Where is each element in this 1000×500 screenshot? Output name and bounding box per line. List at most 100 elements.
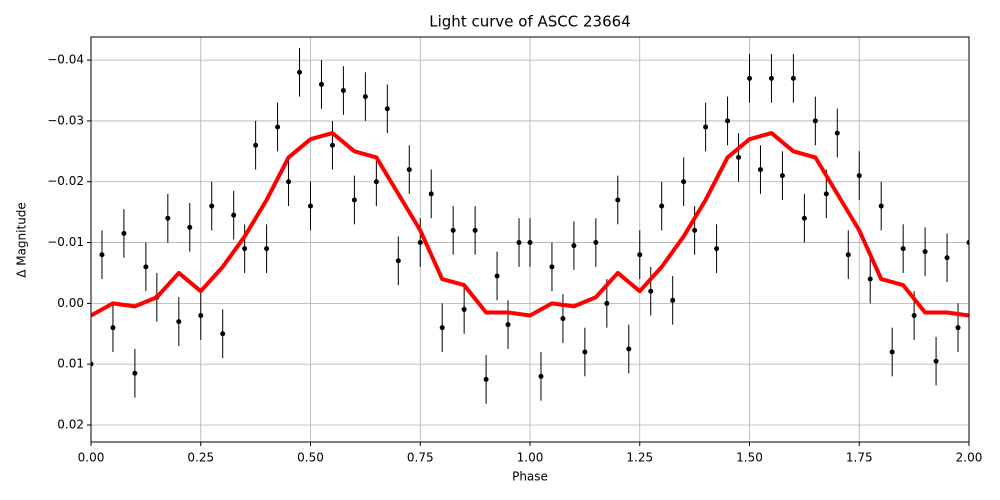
- data-point: [132, 370, 138, 376]
- data-point: [944, 255, 950, 261]
- data-point: [527, 240, 533, 246]
- data-point: [231, 212, 237, 218]
- x-tick-label: 0.50: [297, 451, 324, 465]
- y-axis-label: Δ Magnitude: [15, 202, 29, 278]
- data-point: [604, 300, 610, 306]
- data-point: [801, 215, 807, 221]
- data-point: [275, 124, 281, 130]
- data-point: [889, 349, 895, 355]
- y-tick-label: 0.02: [57, 417, 84, 431]
- x-tick-label: 1.00: [517, 451, 544, 465]
- data-point: [417, 240, 423, 246]
- data-point: [900, 246, 906, 252]
- data-point: [911, 313, 917, 319]
- data-point: [812, 118, 818, 124]
- data-point: [297, 69, 303, 75]
- data-point: [922, 249, 928, 255]
- data-point: [659, 203, 665, 209]
- data-point: [176, 319, 182, 325]
- x-tick-label: 2.00: [956, 451, 983, 465]
- data-point: [933, 358, 939, 364]
- x-tick-label: 1.25: [626, 451, 653, 465]
- data-point: [308, 203, 313, 209]
- data-point: [318, 81, 324, 87]
- data-point: [198, 313, 204, 319]
- y-tick-label: 0.01: [57, 357, 84, 371]
- data-point: [91, 361, 94, 367]
- data-point: [242, 246, 248, 252]
- smoothed-line: [91, 131, 969, 318]
- data-point: [472, 227, 478, 233]
- data-point: [329, 142, 335, 148]
- data-point: [692, 227, 698, 233]
- data-point: [955, 325, 961, 331]
- data-point: [209, 203, 215, 209]
- data-point: [253, 142, 259, 148]
- data-point: [747, 75, 752, 81]
- data-point: [220, 331, 226, 337]
- data-point: [768, 75, 774, 81]
- data-point: [187, 224, 193, 230]
- data-point: [494, 273, 500, 279]
- data-point: [856, 173, 862, 179]
- data-point: [143, 264, 149, 270]
- y-tick-label: 0.00: [57, 296, 84, 310]
- data-point: [703, 124, 709, 130]
- data-point: [483, 376, 489, 382]
- data-point: [362, 94, 368, 100]
- data-point: [626, 346, 632, 352]
- data-point: [384, 106, 390, 112]
- data-point: [340, 88, 346, 94]
- data-point: [450, 227, 456, 233]
- data-point: [779, 173, 785, 179]
- y-tick-label: −0.01: [47, 235, 84, 249]
- data-point: [670, 297, 676, 303]
- data-point: [757, 167, 763, 173]
- data-point: [395, 258, 401, 264]
- data-point: [823, 191, 829, 197]
- data-point: [582, 349, 588, 355]
- y-tick-label: −0.04: [47, 53, 84, 67]
- x-tick-label: 0.75: [407, 451, 434, 465]
- data-point: [516, 240, 522, 246]
- data-point: [505, 322, 511, 328]
- data-point: [867, 276, 873, 282]
- data-point: [834, 130, 840, 136]
- data-point: [615, 197, 621, 203]
- data-point: [351, 197, 357, 203]
- x-tick-label: 1.75: [846, 451, 873, 465]
- data-point: [571, 243, 577, 249]
- data-point: [714, 246, 720, 252]
- data-point: [845, 252, 851, 258]
- data-point: [725, 118, 731, 124]
- data-point: [966, 240, 969, 246]
- data-point: [790, 75, 796, 81]
- plot-area: [91, 47, 969, 404]
- data-point: [165, 215, 171, 221]
- data-point: [439, 325, 445, 331]
- y-tick-label: −0.03: [47, 113, 84, 127]
- data-point: [648, 288, 654, 294]
- data-point: [373, 179, 379, 185]
- y-tick-label: −0.02: [47, 174, 84, 188]
- data-point: [560, 316, 566, 322]
- data-point: [461, 306, 467, 312]
- data-point: [593, 240, 599, 246]
- data-point: [264, 246, 270, 252]
- data-point: [681, 179, 687, 185]
- data-point: [286, 179, 292, 185]
- data-point: [538, 373, 544, 379]
- x-tick-label: 0.25: [187, 451, 214, 465]
- data-point: [637, 252, 643, 258]
- data-point: [110, 325, 116, 331]
- data-point: [878, 203, 884, 209]
- x-tick-label: 1.50: [736, 451, 763, 465]
- data-point: [428, 191, 434, 197]
- chart-title: Light curve of ASCC 23664: [429, 13, 630, 31]
- x-tick-label: 0.00: [78, 451, 105, 465]
- x-axis-label: Phase: [512, 470, 548, 484]
- plot-frame: [90, 36, 970, 443]
- data-point: [99, 252, 105, 258]
- data-point: [549, 264, 555, 270]
